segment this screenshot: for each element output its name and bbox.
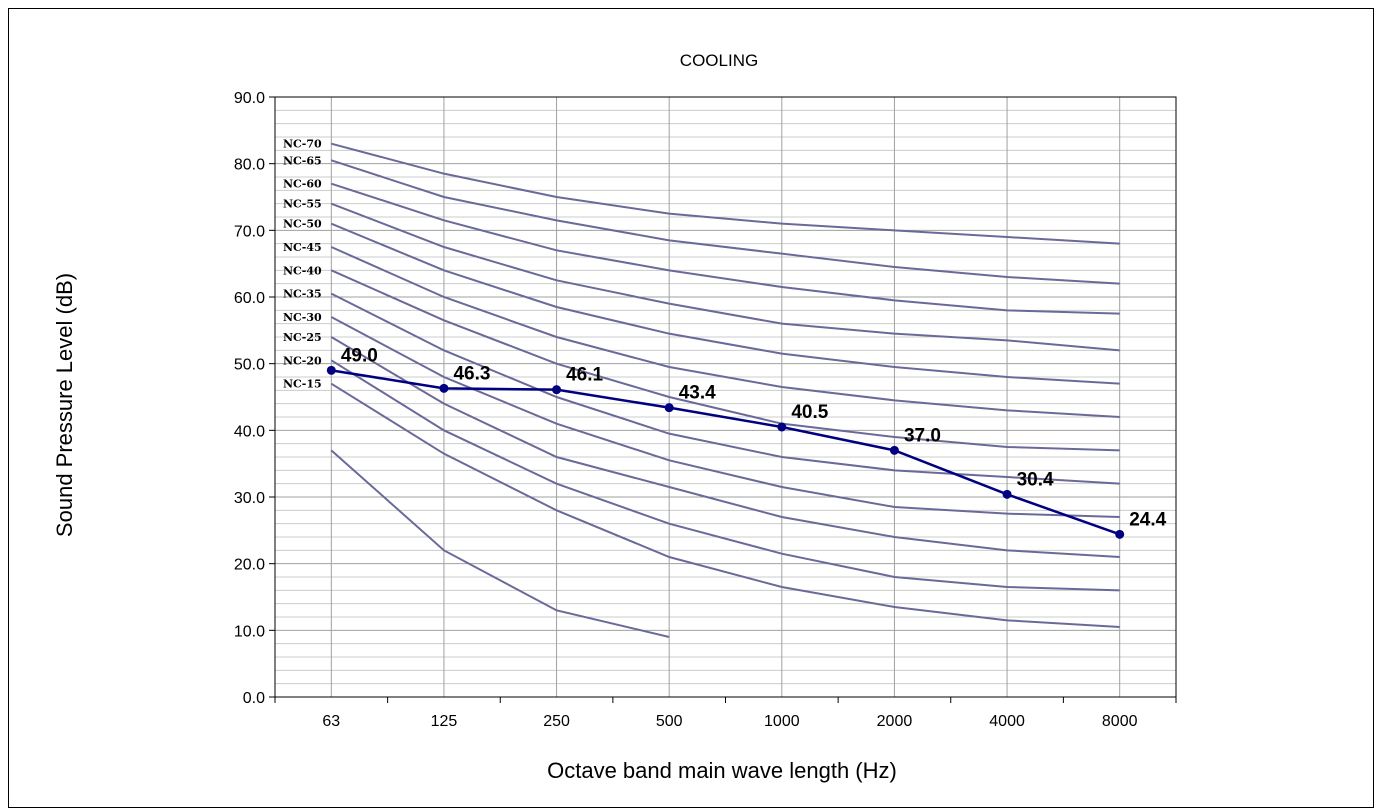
nc-curve-line xyxy=(330,202,1120,352)
y-tick-label: 80.0 xyxy=(234,157,265,174)
nc-curve-label: NC-45 xyxy=(283,241,322,254)
measured-point xyxy=(777,422,787,432)
nc-curve-line xyxy=(330,449,670,638)
x-tick-label: 2000 xyxy=(877,713,913,730)
measured-data-label: 46.1 xyxy=(566,365,603,386)
nc-curve-label: NC-55 xyxy=(283,198,322,211)
y-tick-label: 70.0 xyxy=(234,223,265,240)
nc-curve-line xyxy=(331,182,1120,315)
nc-curve-label: NC-70 xyxy=(283,138,322,151)
measured-series: 49.0 46.3 46.1 43.4 40.5 37.0 30.4 24.4 xyxy=(326,345,1167,539)
nc-curve-label: NC-60 xyxy=(283,178,322,191)
nc-curve-line xyxy=(330,336,1120,558)
x-tick-label: 500 xyxy=(656,713,683,730)
nc-curve-label: NC-20 xyxy=(283,354,322,367)
measured-data-label: 40.5 xyxy=(791,402,828,423)
nc-curve-line xyxy=(330,269,1120,452)
x-tick-label: 1000 xyxy=(764,713,800,730)
nc-curve-label: NC-35 xyxy=(283,288,322,301)
y-tick-label: 10.0 xyxy=(234,623,265,640)
x-axis-title: Octave band main wave length (Hz) xyxy=(547,758,897,783)
y-tick-label: 40.0 xyxy=(234,423,265,440)
measured-point xyxy=(439,383,449,393)
measured-data-label: 49.0 xyxy=(341,345,378,366)
axes: 0.0 10.0 20.0 30.0 40.0 50.0 60.0 70.0 80.0 90.0 6… xyxy=(234,90,1177,730)
y-tick-label: 90.0 xyxy=(234,90,265,107)
nc-curve-line xyxy=(330,359,1120,592)
y-axis-title: Sound Pressure Level (dB) xyxy=(52,273,77,537)
x-tick-label: 8000 xyxy=(1102,713,1138,730)
nc-curve-label: NC-50 xyxy=(283,218,322,231)
nc-curve-line xyxy=(331,159,1120,285)
nc-curve-label: NC-40 xyxy=(283,264,322,277)
x-tick-label: 125 xyxy=(431,713,458,730)
nc-curve-line xyxy=(330,222,1120,385)
y-tick-label: 0.0 xyxy=(243,690,265,707)
measured-line xyxy=(331,369,1121,536)
measured-data-label: 37.0 xyxy=(904,425,941,446)
x-tick-label: 63 xyxy=(322,713,340,730)
nc-curve-label: NC-15 xyxy=(283,378,322,391)
measured-point xyxy=(889,445,899,455)
measured-point xyxy=(326,365,336,375)
x-tick-label: 250 xyxy=(543,713,570,730)
nc-curve-line xyxy=(330,246,1120,418)
measured-data-label: 46.3 xyxy=(453,363,490,384)
nc-curve-label: NC-30 xyxy=(283,311,322,324)
nc-curve-line xyxy=(330,316,1120,518)
measured-point xyxy=(664,403,674,413)
y-tick-label: 20.0 xyxy=(234,557,265,574)
nc-curve-label: NC-65 xyxy=(283,154,322,167)
nc-curve-line xyxy=(330,292,1120,485)
measured-data-label: 24.4 xyxy=(1129,509,1166,530)
y-tick-label: 60.0 xyxy=(234,290,265,307)
measured-point xyxy=(552,385,562,395)
measured-data-label: 43.4 xyxy=(679,383,716,404)
chart-title: COOLING xyxy=(680,51,758,70)
nc-curve-line xyxy=(330,382,1120,628)
y-tick-label: 30.0 xyxy=(234,490,265,507)
y-tick-label: 50.0 xyxy=(234,357,265,374)
measured-point xyxy=(1002,489,1012,499)
x-tick-label: 4000 xyxy=(989,713,1025,730)
nc-curve-label: NC-25 xyxy=(283,331,322,344)
nc-curves: NC-70 NC-65 NC-60 NC-55 NC-50 NC-45 NC-40 NC-35… xyxy=(283,138,1120,638)
nc-curve-line xyxy=(331,142,1120,245)
measured-data-label: 30.4 xyxy=(1017,469,1054,490)
measured-point xyxy=(1115,529,1125,539)
